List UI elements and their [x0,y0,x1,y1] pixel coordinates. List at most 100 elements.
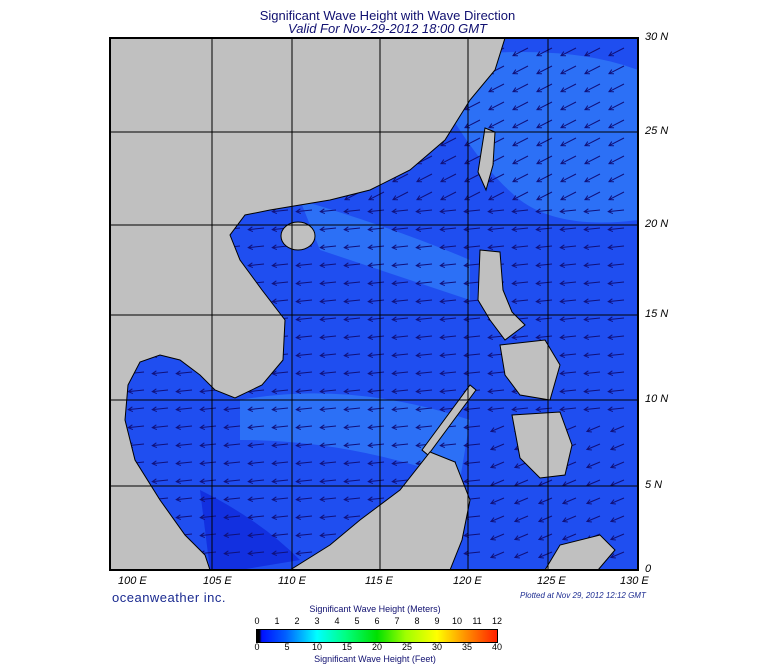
wave-arrow [367,280,385,287]
wave-arrow [608,191,625,201]
wave-arrow [607,280,625,287]
wave-arrow [247,550,265,557]
wave-arrow [439,316,457,323]
wave-arrow [608,101,625,111]
wave-arrow [391,280,409,287]
wave-arrow [295,370,313,377]
wave-arrow [343,460,361,467]
wave-arrow [247,478,265,485]
wave-arrow [488,119,505,129]
wave-arrow [175,478,193,485]
wave-arrow [512,47,529,57]
wave-arrow [583,244,601,251]
wave-arrow [535,280,553,287]
wave-arrow [223,496,241,503]
wave-arrow [440,191,457,201]
wave-arrow [391,478,409,485]
wave-arrow [583,334,601,341]
wave-arrow [439,334,457,341]
wave-arrow [559,280,577,287]
wave-arrow [511,226,529,233]
wave-arrow [513,551,529,559]
wave-arrow [583,298,601,305]
wave-arrow [271,388,289,395]
wave-arrow [559,334,577,341]
lon-label: 125 E [537,575,566,587]
wave-arrow [199,532,217,539]
wave-arrow [415,388,433,395]
wave-arrow [536,47,553,57]
wave-arrow [343,424,361,431]
wave-arrow [295,460,313,467]
wave-arrow [584,155,601,165]
wave-arrow [439,208,457,215]
wave-arrow [561,515,577,523]
wave-arrow [584,191,601,201]
wave-arrow [175,442,193,449]
wave-arrow [536,191,553,201]
wave-arrow [271,370,289,377]
wave-arrow [463,442,481,449]
wave-arrow [367,442,385,449]
wave-arrow [271,550,289,557]
wave-arrow [415,424,433,431]
wave-arrow [608,83,625,93]
colorbar-tick: 0 [254,642,260,652]
wave-arrow [343,262,361,269]
colorbar-tick: 40 [491,642,503,652]
colorbar-tick: 35 [461,642,473,652]
wave-arrow [608,155,625,165]
wave-arrow [607,226,625,233]
land-hainan [280,221,316,251]
wave-arrow [271,424,289,431]
colorbar-tick: 8 [414,616,420,626]
wave-arrow [295,208,313,215]
wave-arrow [151,442,169,449]
wave-arrow [608,119,625,129]
lat-label: 0 [645,563,652,575]
lon-label: 130 E [620,575,649,587]
wave-arrow [535,334,553,341]
wave-arrow [343,316,361,323]
wave-arrow [416,173,433,183]
wave-arrow [487,244,505,251]
wave-arrow [367,334,385,341]
wave-arrow [440,173,457,183]
wave-arrow [559,316,577,323]
wave-arrow [343,298,361,305]
wave-arrow [175,388,193,395]
wave-arrow [295,298,313,305]
wave-arrow [199,478,217,485]
wave-arrow [127,406,145,413]
wave-arrow [511,208,529,215]
wave-arrow [463,370,481,377]
lat-label: 15 N [645,308,669,320]
wave-arrow [223,478,241,485]
wave-arrow [463,478,481,485]
wave-arrow [584,101,601,111]
wave-arrow [391,226,409,233]
wave-arrow [391,352,409,359]
wave-arrow [175,514,193,521]
wave-arrow [511,244,529,251]
colorbar-tick: 6 [374,616,380,626]
wave-arrow [295,334,313,341]
wave-arrow [607,388,625,395]
wave-arrow [343,442,361,449]
brand-logo-text: oceanweather inc. [112,590,227,605]
wave-arrow [367,352,385,359]
land-sulawesi [544,534,616,570]
lon-label: 105 E [203,575,232,587]
land [110,38,616,570]
wave-arrow [151,370,169,377]
wave-arrow [536,83,553,93]
wave-arrow [513,497,529,505]
colorbar-tick: 5 [354,616,360,626]
wave-arrow [199,388,217,395]
wave-arrow [415,226,433,233]
wave-arrow [391,442,409,449]
map-subtitle: Valid For Nov-29-2012 18:00 GMT [288,21,487,36]
lat-label: 10 N [645,393,669,405]
wave-arrow [295,478,313,485]
colorbar-tick: 7 [394,616,400,626]
